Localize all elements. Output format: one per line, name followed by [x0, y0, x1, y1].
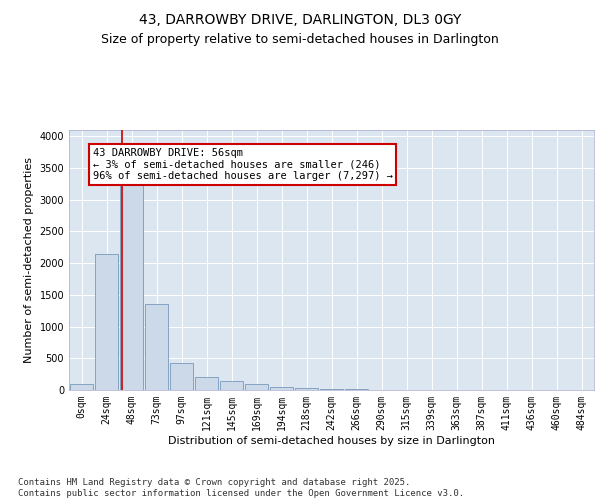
Text: 43 DARROWBY DRIVE: 56sqm
← 3% of semi-detached houses are smaller (246)
96% of s: 43 DARROWBY DRIVE: 56sqm ← 3% of semi-de…: [93, 148, 393, 181]
Bar: [245, 384, 268, 390]
Text: Contains HM Land Registry data © Crown copyright and database right 2025.
Contai: Contains HM Land Registry data © Crown c…: [18, 478, 464, 498]
Bar: [220, 381, 243, 390]
Y-axis label: Number of semi-detached properties: Number of semi-detached properties: [24, 157, 34, 363]
Bar: [95, 254, 118, 390]
Bar: [320, 389, 343, 390]
Text: Size of property relative to semi-detached houses in Darlington: Size of property relative to semi-detach…: [101, 32, 499, 46]
Bar: [70, 384, 93, 390]
Bar: [145, 304, 168, 390]
Bar: [270, 386, 293, 390]
Bar: [295, 388, 318, 390]
Bar: [195, 378, 218, 390]
Text: 43, DARROWBY DRIVE, DARLINGTON, DL3 0GY: 43, DARROWBY DRIVE, DARLINGTON, DL3 0GY: [139, 12, 461, 26]
X-axis label: Distribution of semi-detached houses by size in Darlington: Distribution of semi-detached houses by …: [168, 436, 495, 446]
Bar: [120, 184, 143, 390]
Bar: [170, 364, 193, 390]
